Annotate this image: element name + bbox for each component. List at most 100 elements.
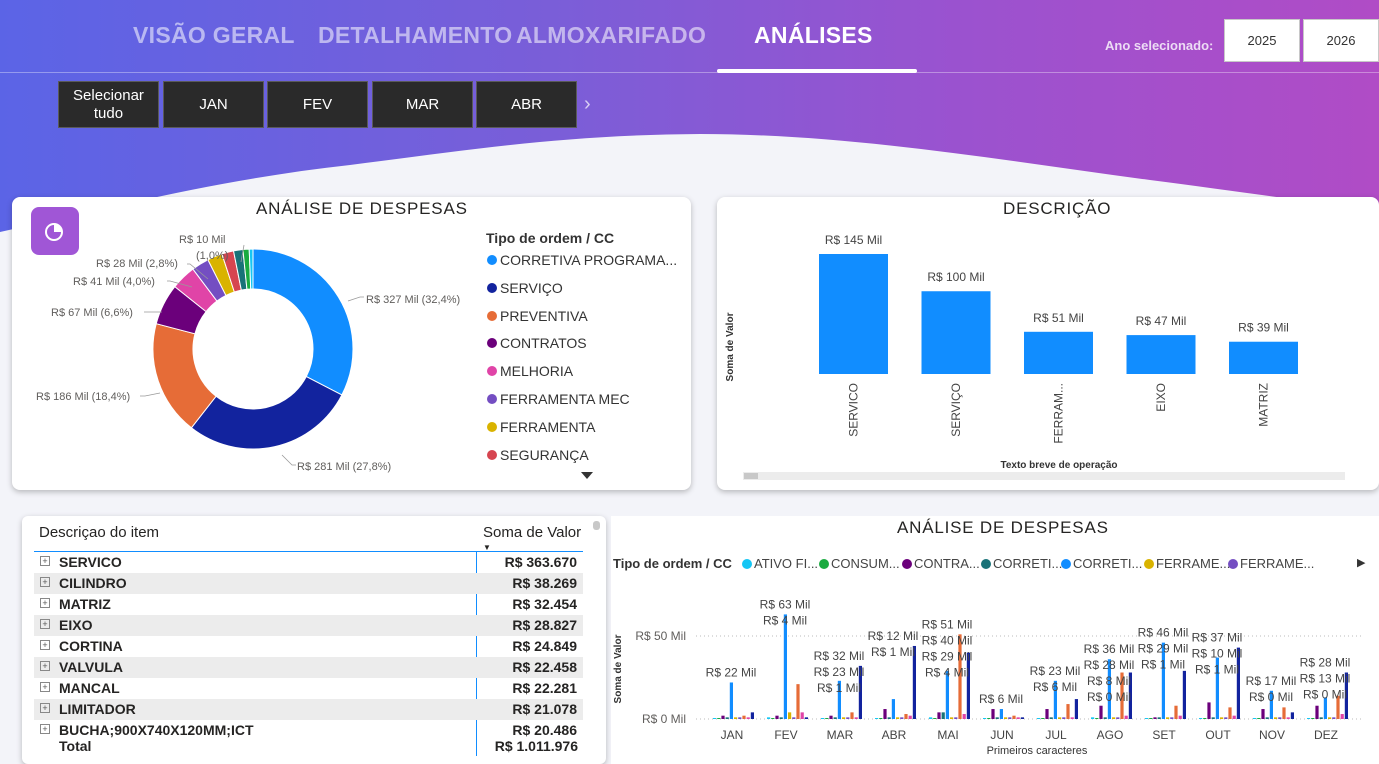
monthly-bar	[1145, 718, 1149, 719]
expand-plus-icon[interactable]: +	[40, 661, 50, 671]
monthly-value-label: R$ 51 Mil	[922, 617, 973, 631]
donut-legend-item[interactable]: FERRAMENTA	[487, 419, 595, 435]
monthly-bar	[983, 718, 987, 719]
monthly-value-label: R$ 8 Mil	[1087, 674, 1131, 688]
table-cell-item: LIMITADOR	[59, 701, 136, 717]
monthly-bar	[1157, 717, 1161, 719]
monthly-bar	[966, 652, 970, 719]
tab-visao-geral[interactable]: VISÃO GERAL	[133, 22, 295, 48]
active-tab-indicator	[717, 69, 917, 73]
monthly-bar	[1220, 717, 1224, 719]
month-jan-button[interactable]: JAN	[163, 81, 264, 128]
tab-detalhamento[interactable]: DETALHAMENTO	[318, 22, 513, 48]
legend-dot-icon	[487, 366, 497, 377]
monthly-bar	[1257, 718, 1261, 719]
monthly-bar	[912, 645, 916, 719]
tab-almoxarifado[interactable]: ALMOXARIFADO	[516, 22, 707, 48]
table-cell-item: CILINDRO	[59, 575, 127, 591]
monthly-bar	[1315, 705, 1319, 719]
monthly-value-label: R$ 4 Mil	[763, 613, 807, 627]
monthly-bar	[962, 714, 966, 719]
table-header-value[interactable]: Soma de Valor	[483, 524, 582, 541]
monthly-legend-item[interactable]: ATIVO FI...	[742, 556, 818, 571]
table-row[interactable]: + CORTINA R$ 24.849	[34, 636, 583, 657]
monthly-value-label: R$ 13 Mil	[1300, 672, 1351, 686]
monthly-bar	[850, 712, 854, 719]
donut-legend-item[interactable]: PREVENTIVA	[487, 308, 588, 324]
legend-label: CONSUM...	[831, 556, 900, 571]
monthly-legend-item[interactable]: CORRETI...	[981, 556, 1062, 571]
table-total-value: R$ 1.011.976	[494, 738, 578, 754]
month-mar-button[interactable]: MAR	[372, 81, 473, 128]
monthly-value-label: R$ 22 Mil	[706, 665, 757, 679]
table-header-item[interactable]: Descriçao do item	[39, 524, 160, 541]
year-2025-button[interactable]: 2025	[1224, 19, 1300, 62]
monthly-value-label: R$ 23 Mil	[1030, 664, 1081, 678]
tab-analises[interactable]: ANÁLISES	[754, 22, 873, 48]
monthly-bar	[742, 715, 746, 719]
table-row[interactable]: + VALVULA R$ 22.458	[34, 657, 583, 678]
descricao-bar	[1024, 331, 1093, 374]
monthly-bar	[800, 712, 804, 719]
expand-plus-icon[interactable]: +	[40, 724, 50, 734]
table-row[interactable]: + BUCHA;900X740X120MM;ICT R$ 20.486	[34, 720, 583, 741]
donut-legend-item[interactable]: SEGURANÇA	[487, 447, 589, 463]
legend-dot-icon	[487, 421, 497, 432]
table-cell-item: MANCAL	[59, 680, 120, 696]
year-2026-button[interactable]: 2026	[1303, 19, 1379, 62]
legend-dot-icon	[742, 559, 752, 569]
table-row[interactable]: + SERVICO R$ 363.670	[34, 552, 583, 573]
expand-plus-icon[interactable]: +	[40, 577, 50, 587]
monthly-bar	[771, 718, 775, 719]
table-row[interactable]: + EIXO R$ 28.827	[34, 615, 583, 636]
legend-next-icon[interactable]: ▶	[1357, 557, 1366, 569]
donut-legend-item[interactable]: CONTRATOS	[487, 335, 587, 351]
expand-plus-icon[interactable]: +	[40, 703, 50, 713]
monthly-bar	[750, 712, 754, 719]
descricao-bar	[1126, 335, 1196, 374]
monthly-legend-item[interactable]: CONTRA...	[902, 556, 980, 571]
monthly-bar	[1070, 717, 1074, 719]
monthly-legend-item[interactable]: CONSUM...	[819, 556, 900, 571]
table-row[interactable]: + CILINDRO R$ 38.269	[34, 573, 583, 594]
donut-legend-item[interactable]: FERRAMENTA MEC	[487, 391, 630, 407]
monthly-legend-item[interactable]: FERRAME...	[1144, 556, 1230, 571]
x-tick-label: JUL	[1045, 728, 1067, 742]
monthly-bar	[1016, 717, 1020, 719]
monthly-bar	[1053, 680, 1057, 719]
donut-label-4: R$ 67 Mil (6,6%)	[51, 307, 133, 319]
monthly-bar	[900, 717, 904, 719]
table-scrollbar[interactable]	[593, 521, 600, 530]
monthly-bar	[825, 718, 829, 719]
monthly-value-label: R$ 0 Mil	[1303, 688, 1347, 702]
month-abr-button[interactable]: ABR	[476, 81, 577, 128]
table-cell-item: CORTINA	[59, 638, 123, 654]
monthly-bar	[1261, 709, 1265, 719]
monthly-value-label: R$ 37 Mil	[1192, 631, 1243, 645]
monthly-legend-item[interactable]: CORRETI...	[1061, 556, 1142, 571]
donut-legend-item[interactable]: MELHORIA	[487, 363, 573, 379]
legend-scroll-down-icon[interactable]	[581, 472, 593, 479]
sort-descending-icon[interactable]: ▼	[483, 543, 491, 552]
legend-label: CORRETI...	[1073, 556, 1143, 571]
x-tick-label: SET	[1152, 728, 1176, 742]
monthly-bar	[1236, 647, 1240, 719]
legend-label: CONTRA...	[914, 556, 980, 571]
table-row[interactable]: + MATRIZ R$ 32.454	[34, 594, 583, 615]
chevron-right-icon[interactable]: ›	[584, 93, 591, 115]
expand-plus-icon[interactable]: +	[40, 598, 50, 608]
monthly-bar	[1149, 718, 1153, 719]
select-all-months-button[interactable]: Selecionar tudo	[58, 81, 159, 128]
donut-legend-item[interactable]: CORRETIVA PROGRAMA...	[487, 252, 677, 268]
expand-plus-icon[interactable]: +	[40, 619, 50, 629]
table-row[interactable]: + LIMITADOR R$ 21.078	[34, 699, 583, 720]
expand-plus-icon[interactable]: +	[40, 682, 50, 692]
monthly-bar	[1332, 717, 1336, 719]
table-row[interactable]: + MANCAL R$ 22.281	[34, 678, 583, 699]
expand-plus-icon[interactable]: +	[40, 640, 50, 650]
donut-legend-item[interactable]: SERVIÇO	[487, 280, 563, 296]
monthly-value-label: R$ 1 Mil	[817, 681, 861, 695]
expand-plus-icon[interactable]: +	[40, 556, 50, 566]
month-fev-button[interactable]: FEV	[267, 81, 368, 128]
monthly-legend-item[interactable]: FERRAME...	[1228, 556, 1314, 571]
